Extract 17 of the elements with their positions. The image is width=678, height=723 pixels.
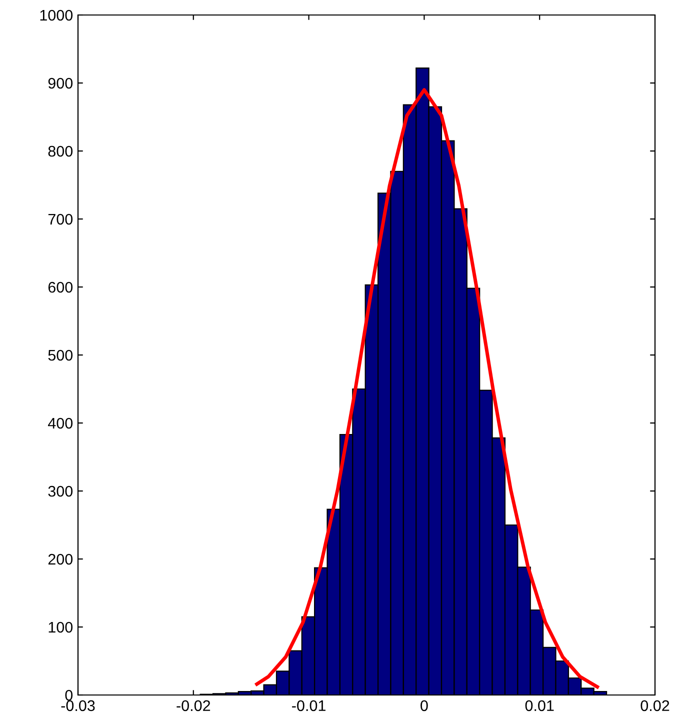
y-tick-label: 400 [48, 418, 73, 429]
y-tick-label: 300 [48, 486, 73, 497]
x-tick-label: -0.01 [292, 700, 326, 712]
x-tick-label: -0.03 [61, 700, 95, 712]
x-tick-label: 0.02 [640, 700, 670, 712]
y-tick-label: 200 [48, 554, 73, 565]
x-tick-label: -0.02 [176, 700, 210, 712]
y-tick-label: 1000 [40, 10, 73, 21]
y-tick-label: 900 [48, 78, 73, 89]
y-tick-label: 100 [48, 622, 73, 633]
x-tick-label: 0.01 [525, 700, 554, 712]
y-tick-label: 800 [48, 146, 73, 157]
x-tick-label: 0 [420, 700, 428, 712]
y-tick-label: 700 [48, 214, 73, 225]
y-tick-label: 500 [48, 350, 73, 361]
y-tick-label: 600 [48, 282, 73, 293]
y-tick-label: 0 [65, 690, 73, 701]
